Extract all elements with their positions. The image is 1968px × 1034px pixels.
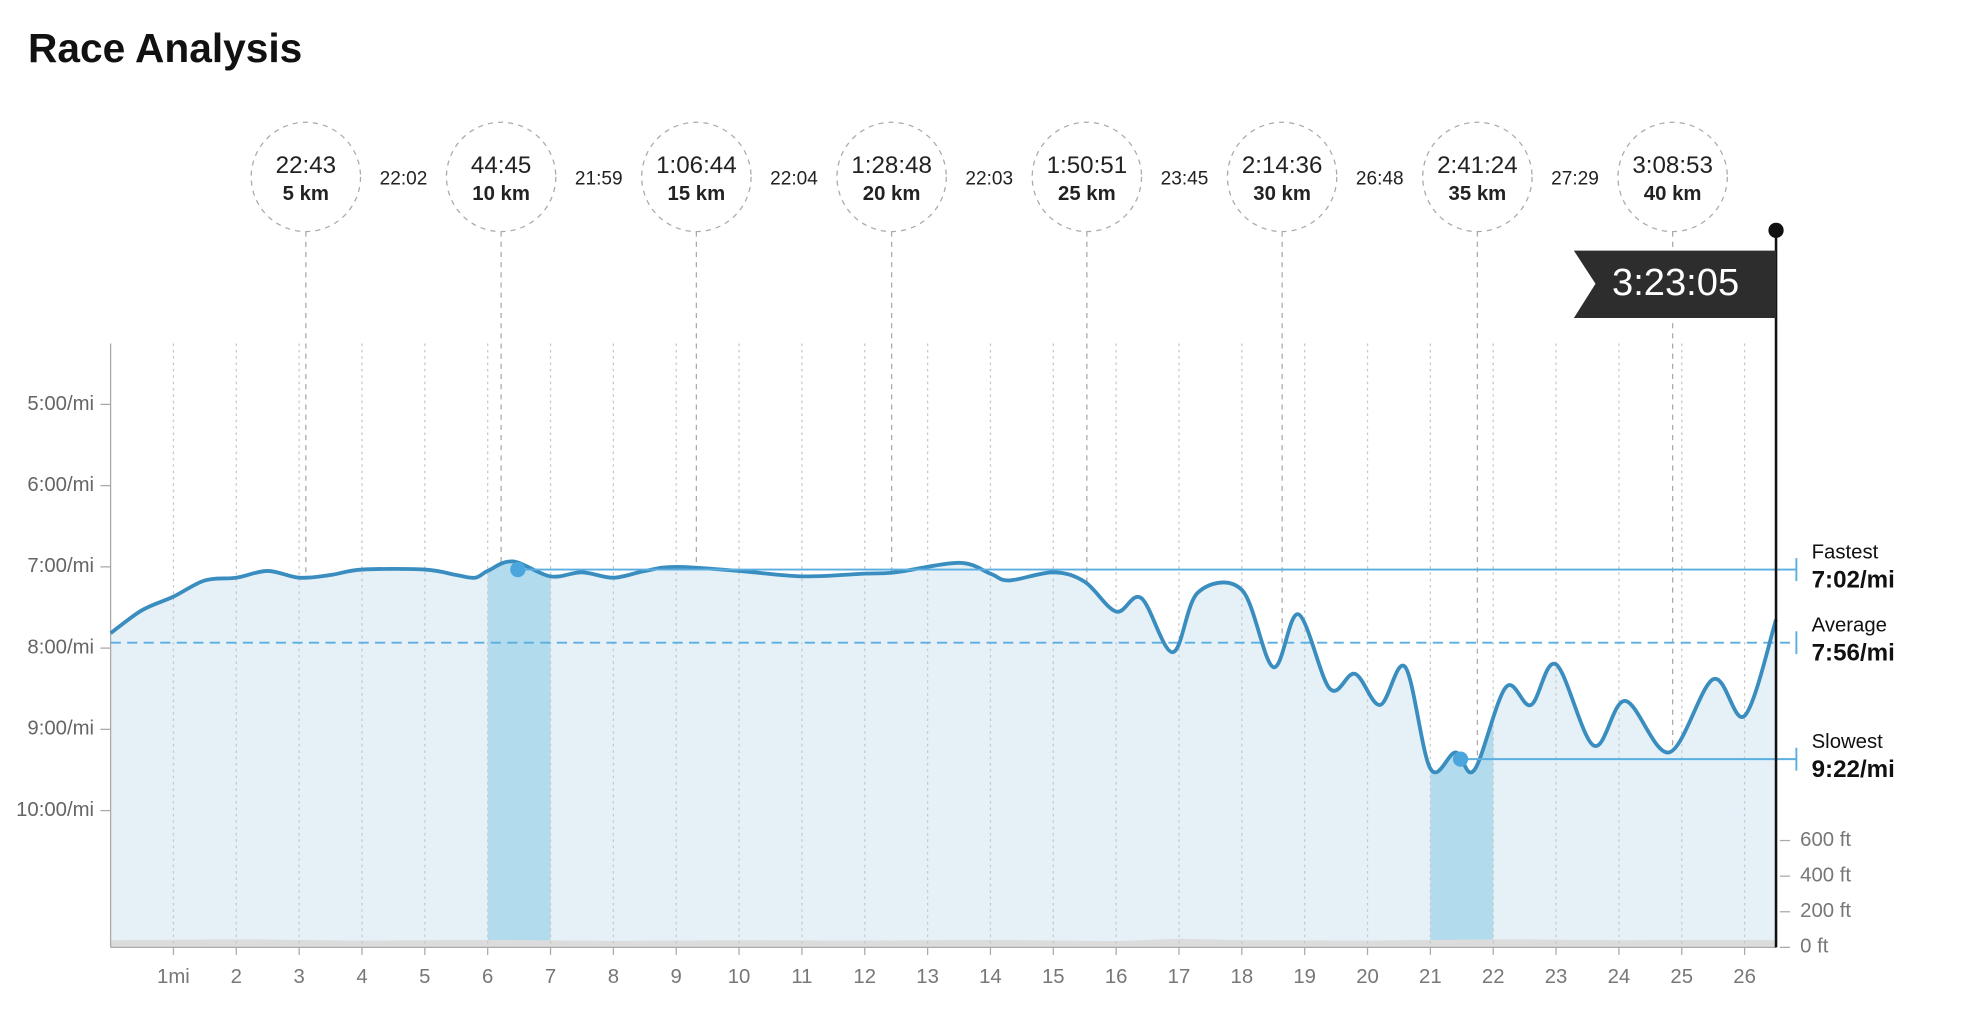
split-distance: 35 km <box>1449 183 1507 205</box>
marker-label: Fastest <box>1812 541 1879 563</box>
marker-value: 7:02/mi <box>1812 566 1895 593</box>
x-tick-label: 22 <box>1482 966 1505 988</box>
highlight-band <box>1430 561 1494 948</box>
x-tick-label: 2 <box>231 966 242 988</box>
split-distance: 5 km <box>283 183 329 205</box>
split-circle <box>1031 121 1143 233</box>
split-distance: 15 km <box>668 183 726 205</box>
split-circle <box>1226 121 1338 233</box>
y2-tick-label: 400 ft <box>1800 865 1851 887</box>
split-circle <box>1617 121 1728 233</box>
x-tick-label: 6 <box>482 966 493 988</box>
x-tick-label: 24 <box>1608 966 1631 988</box>
x-tick-label: 10 <box>728 966 751 988</box>
split-interval: 23:45 <box>1161 168 1209 189</box>
y-tick-label: 8:00/mi <box>27 636 94 658</box>
y2-tick-label: 0 ft <box>1800 936 1829 958</box>
flag <box>1573 250 1777 319</box>
split-circle <box>250 121 362 233</box>
y-tick-label: 6:00/mi <box>27 474 94 496</box>
split-distance: 25 km <box>1058 183 1116 205</box>
split-interval: 22:04 <box>770 168 818 189</box>
split-distance: 40 km <box>1644 183 1702 205</box>
split-interval: 22:03 <box>965 168 1013 189</box>
elevation-area <box>110 938 1777 948</box>
x-tick-label: 18 <box>1231 966 1254 988</box>
marker-dot <box>1452 751 1469 767</box>
x-tick-label: 9 <box>671 966 682 988</box>
split-circle <box>836 121 947 233</box>
marker-dot <box>510 561 526 578</box>
flag-top <box>1768 222 1784 238</box>
pace-line <box>109 559 1778 775</box>
x-tick-label: 21 <box>1419 966 1442 988</box>
split-time: 2:41:24 <box>1437 152 1518 179</box>
split-time: 1:06:44 <box>656 152 737 179</box>
y-tick-label: 9:00/mi <box>27 718 94 740</box>
split-interval: 21:59 <box>575 168 623 189</box>
x-tick-label: 5 <box>419 966 430 988</box>
x-tick-label: 13 <box>916 966 939 988</box>
x-tick-label: 7 <box>545 966 556 988</box>
x-tick-label: 1mi <box>157 966 190 988</box>
x-tick-label: 17 <box>1168 966 1191 988</box>
highlight-band <box>487 561 551 948</box>
split-circle <box>641 121 752 233</box>
split-distance: 20 km <box>863 183 921 205</box>
split-time: 1:50:51 <box>1047 152 1128 179</box>
finish-time: 3:23:05 <box>1612 261 1739 304</box>
x-tick-label: 20 <box>1356 966 1379 988</box>
x-tick-label: 19 <box>1293 966 1316 988</box>
split-interval: 26:48 <box>1356 168 1404 189</box>
marker-label: Slowest <box>1812 731 1884 753</box>
x-tick-label: 11 <box>791 966 812 988</box>
split-time: 22:43 <box>276 152 336 179</box>
split-interval: 22:02 <box>380 168 428 189</box>
split-distance: 10 km <box>472 183 530 205</box>
y2-tick-label: 600 ft <box>1800 829 1851 851</box>
x-tick-label: 3 <box>293 966 304 988</box>
split-time: 44:45 <box>471 152 531 179</box>
split-time: 3:08:53 <box>1632 152 1713 179</box>
split-interval: 27:29 <box>1551 168 1599 189</box>
marker-value: 7:56/mi <box>1812 640 1895 667</box>
chart-title: Race Analysis <box>28 25 302 71</box>
x-tick-label: 14 <box>979 966 1002 988</box>
x-tick-label: 26 <box>1733 966 1756 988</box>
split-circle <box>445 121 557 233</box>
x-tick-label: 25 <box>1670 966 1693 988</box>
x-tick-label: 8 <box>608 966 619 988</box>
x-tick-label: 16 <box>1105 966 1128 988</box>
x-tick-label: 23 <box>1545 966 1568 988</box>
y-tick-label: 7:00/mi <box>27 555 94 577</box>
x-tick-label: 15 <box>1042 966 1065 988</box>
split-circle <box>1422 121 1533 233</box>
split-time: 1:28:48 <box>851 152 932 179</box>
y-tick-label: 10:00/mi <box>16 799 94 821</box>
split-distance: 30 km <box>1253 183 1311 205</box>
y2-tick-label: 200 ft <box>1800 900 1851 922</box>
pace-area <box>110 561 1777 948</box>
split-time: 2:14:36 <box>1242 152 1323 179</box>
x-tick-label: 4 <box>356 966 367 988</box>
marker-label: Average <box>1812 615 1887 637</box>
x-tick-label: 12 <box>853 966 876 988</box>
marker-value: 9:22/mi <box>1812 756 1895 783</box>
y-tick-label: 5:00/mi <box>27 393 94 415</box>
